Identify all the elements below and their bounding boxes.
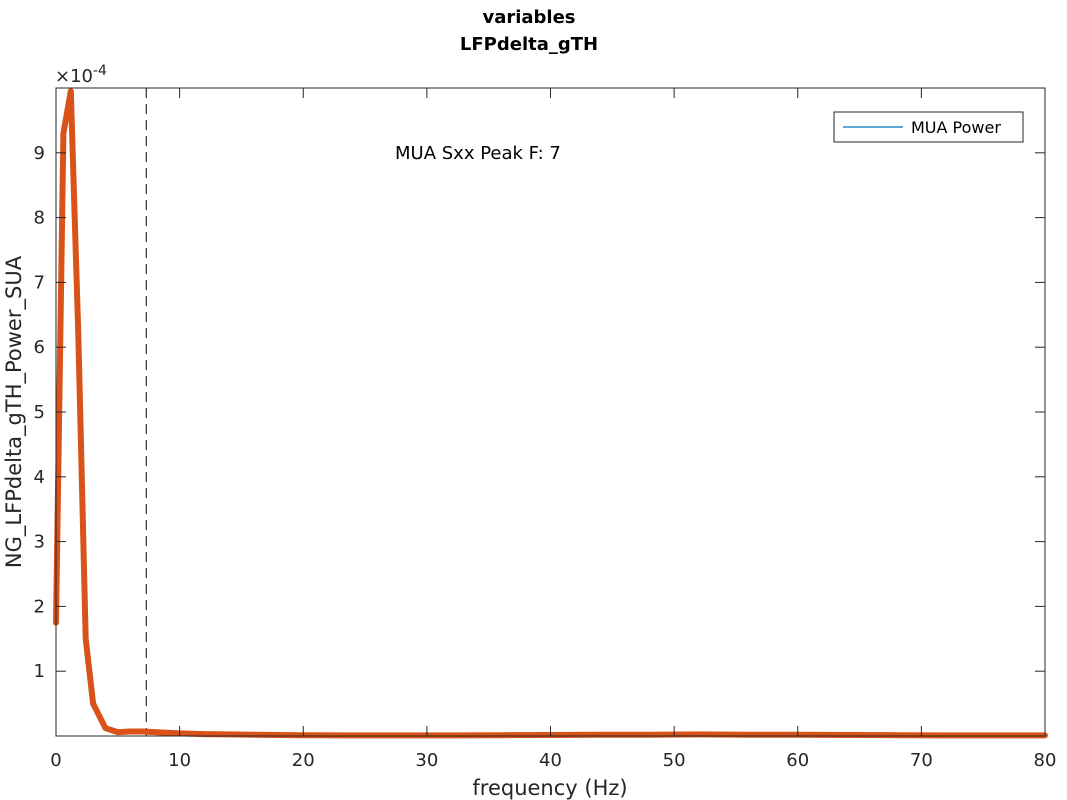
x-tick-label: 10 (168, 750, 191, 771)
y-exponent: ×10-4 (55, 63, 107, 87)
legend[interactable]: MUA Power (833, 111, 1024, 143)
y-tick-label: 5 (34, 402, 45, 423)
x-tick-label: 60 (786, 750, 809, 771)
y-tick-label: 6 (34, 337, 45, 358)
legend-label: MUA Power (911, 118, 1001, 137)
y-tick-label: 9 (34, 143, 45, 164)
y-tick-label: 1 (34, 661, 45, 682)
x-tick-label: 70 (910, 750, 933, 771)
x-tick-label: 80 (1034, 750, 1057, 771)
x-tick-label: 30 (415, 750, 438, 771)
y-exponent-power: -4 (93, 63, 107, 79)
y-ticks: 1 2 3 4 5 6 7 8 9 (34, 143, 1045, 682)
chart-title-line-2: LFPdelta_gTH (460, 34, 598, 55)
y-tick-label: 3 (34, 532, 45, 553)
x-tick-label: 40 (539, 750, 562, 771)
svg-text:×10-4: ×10-4 (55, 63, 107, 87)
y-tick-label: 2 (34, 596, 45, 617)
x-axis-label: frequency (Hz) (472, 776, 627, 800)
y-axis-label: NG_LFPdelta_gTH_Power_SUA (2, 255, 27, 568)
x-tick-label: 0 (50, 750, 61, 771)
chart-title-line-1: variables (482, 7, 575, 28)
x-tick-label: 20 (292, 750, 315, 771)
x-tick-label: 50 (663, 750, 686, 771)
series-line-mua-power (53, 88, 1048, 739)
peak-annotation: MUA Sxx Peak F: 7 (395, 143, 561, 164)
y-tick-label: 8 (34, 208, 45, 229)
plot-area (56, 88, 1045, 736)
y-tick-label: 7 (34, 272, 45, 293)
y-exponent-base: ×10 (55, 66, 93, 87)
y-tick-label: 4 (34, 467, 45, 488)
x-ticks: 0 10 20 30 40 50 60 70 80 (50, 88, 1056, 771)
chart-marks (53, 88, 1048, 739)
